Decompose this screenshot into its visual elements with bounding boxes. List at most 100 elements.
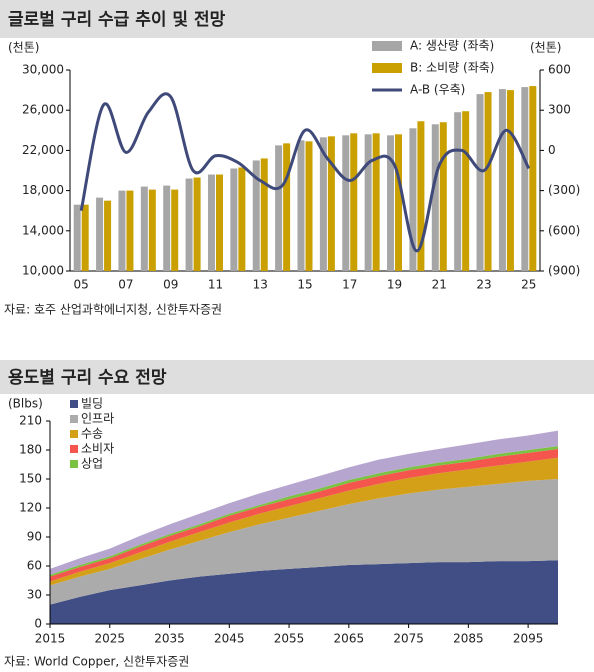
- bar: [73, 204, 81, 271]
- x-tick-label: 2025: [94, 632, 125, 646]
- y-tick-label: 26,000: [22, 103, 64, 117]
- source: 자료: 호주 산업과학에너지청, 신한투자증권: [4, 303, 222, 317]
- bar: [96, 197, 104, 271]
- x-tick-label: 19: [387, 278, 402, 292]
- legend-label: 인프라: [81, 412, 114, 426]
- bar: [498, 89, 506, 271]
- bar: [484, 92, 492, 271]
- legend-label: A: 생산량 (좌축): [410, 39, 494, 53]
- y2-tick-label: 600: [548, 63, 571, 77]
- legend-label: A-B (우축): [410, 83, 465, 97]
- x-tick-label: 21: [432, 278, 447, 292]
- bar: [529, 86, 537, 271]
- y-unit: (Blbs): [8, 397, 43, 411]
- x-tick-label: 17: [342, 278, 357, 292]
- line: [79, 92, 531, 253]
- y-tick-label: 210: [19, 414, 42, 428]
- bar: [275, 145, 283, 271]
- x-tick-label: 2045: [214, 632, 245, 646]
- y-tick-label: 180: [19, 443, 42, 457]
- chart-title: 글로벌 구리 수급 추이 및 전망: [8, 10, 226, 30]
- x-tick-label: 2055: [274, 632, 305, 646]
- bar: [297, 140, 305, 271]
- x-tick-label: 07: [118, 278, 133, 292]
- bar: [327, 136, 335, 271]
- bar: [506, 90, 514, 271]
- bar: [521, 87, 529, 272]
- x-tick-label: 2015: [35, 632, 66, 646]
- bar: [104, 200, 112, 271]
- legend-label: B: 소비량 (좌축): [410, 61, 494, 75]
- x-tick-label: 05: [74, 278, 89, 292]
- legend-swatch: [70, 400, 78, 408]
- bar: [283, 143, 291, 271]
- y2-tick-label: (300): [548, 183, 580, 197]
- bar: [140, 186, 148, 271]
- bar: [319, 137, 327, 271]
- bar: [126, 190, 134, 271]
- bar: [439, 122, 447, 271]
- x-tick-label: 09: [163, 278, 178, 292]
- y-tick-label: 90: [27, 530, 42, 544]
- y-tick-label: 150: [19, 472, 42, 486]
- bar: [193, 177, 201, 271]
- y-tick-label: 18,000: [22, 183, 64, 197]
- area: [50, 560, 558, 624]
- bar: [185, 178, 193, 271]
- x-tick-label: 11: [208, 278, 223, 292]
- bar: [215, 174, 223, 271]
- y-unit: (천톤): [8, 40, 39, 55]
- y-tick-label: 14,000: [22, 223, 64, 237]
- y-tick-label: 120: [19, 501, 42, 515]
- legend-swatch: [70, 415, 78, 423]
- y-tick-label: 30,000: [22, 63, 64, 77]
- x-tick-label: 25: [521, 278, 536, 292]
- bar: [417, 121, 425, 271]
- y2-tick-label: (600): [548, 223, 580, 237]
- legend-swatch: [70, 445, 78, 453]
- legend-swatch: [70, 430, 78, 438]
- y2-tick-label: 0: [548, 143, 556, 157]
- bar: [350, 133, 358, 271]
- bar: [163, 185, 171, 271]
- y-tick-label: 30: [27, 588, 42, 602]
- source: 자료: World Copper, 신한투자증권: [4, 655, 189, 669]
- bar: [305, 141, 313, 271]
- bar: [81, 204, 89, 271]
- legend-label: 상업: [81, 457, 103, 471]
- area: [50, 457, 558, 586]
- x-tick-label: 2095: [513, 632, 544, 646]
- bar: [462, 111, 470, 271]
- bar: [252, 160, 260, 271]
- legend-label: 빌딩: [81, 397, 103, 411]
- legend-swatch: [372, 41, 402, 51]
- x-tick-label: 2085: [453, 632, 484, 646]
- x-tick-label: 2075: [393, 632, 424, 646]
- y2-unit: (천톤): [530, 40, 561, 55]
- title-band: [0, 360, 594, 394]
- bar: [207, 174, 215, 271]
- x-tick-label: 2065: [334, 632, 365, 646]
- bar: [260, 158, 268, 271]
- bar: [476, 94, 484, 272]
- bar: [230, 168, 238, 271]
- title-band: [0, 0, 594, 38]
- bar: [454, 112, 462, 272]
- legend-swatch: [372, 63, 402, 73]
- legend-label: 소비자: [81, 442, 114, 456]
- bar: [171, 189, 179, 271]
- bar: [238, 167, 246, 271]
- legend-swatch: [70, 460, 78, 468]
- legend-label: 수송: [81, 427, 103, 441]
- bar: [342, 135, 350, 271]
- y-tick-label: 22,000: [22, 143, 64, 157]
- y-tick-label: 10,000: [22, 264, 64, 278]
- x-tick-label: 2035: [154, 632, 185, 646]
- x-tick-label: 23: [476, 278, 491, 292]
- chart-title: 용도별 구리 수요 전망: [8, 368, 167, 388]
- area: [50, 479, 558, 605]
- bar: [118, 190, 126, 271]
- area: [50, 430, 558, 575]
